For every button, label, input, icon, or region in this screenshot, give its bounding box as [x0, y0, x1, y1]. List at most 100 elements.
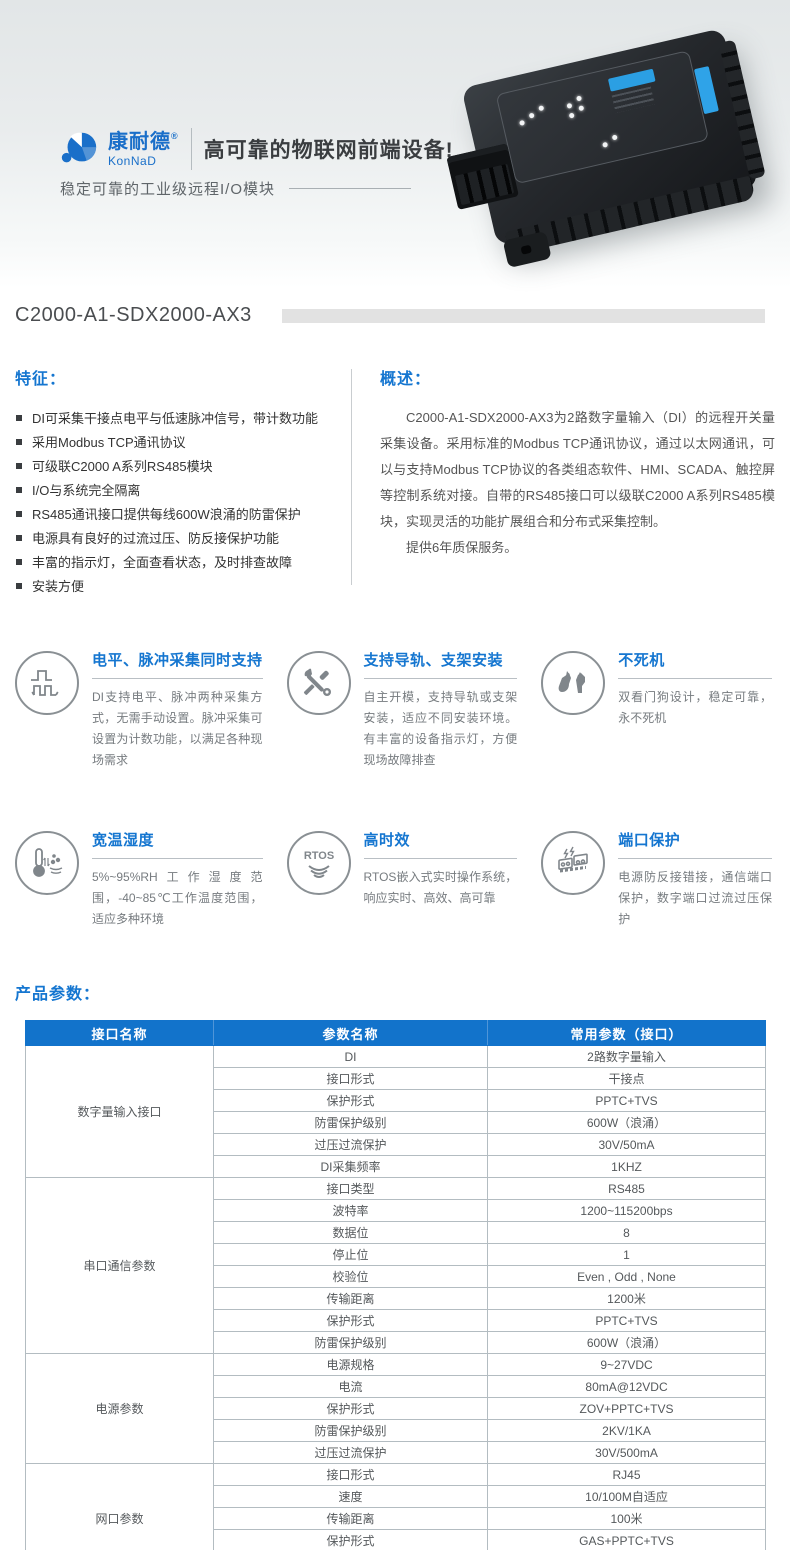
param-name-cell: 传输距离: [213, 1507, 488, 1530]
table-row: 数字量输入接口 DI 2路数字量输入: [25, 1045, 766, 1178]
feature-card-title: 支持导轨、支架安装: [363, 649, 518, 679]
feature-cards-grid: 电平、脉冲采集同时支持 DI支持电平、脉冲两种采集方式，无需手动设置。脉冲采集可…: [15, 649, 772, 930]
overview-column: 概述： C2000-A1-SDX2000-AX3为2路数字量输入（DI）的远程开…: [352, 365, 775, 599]
param-value-cell: GAS+PPTC+TVS: [487, 1529, 766, 1550]
header-interface-name: 接口名称: [25, 1020, 214, 1046]
brand-divider: [190, 128, 192, 170]
table-row: 波特率 1200~115200bps: [26, 1199, 766, 1222]
param-name-cell: 接口形式: [213, 1463, 488, 1486]
subtitle-rule: [289, 188, 412, 189]
table-row: 过压过流保护 30V/50mA: [26, 1133, 766, 1156]
feature-list-item: 电源具有良好的过流过压、防反接保护功能: [15, 527, 341, 550]
brand-header: 康耐德® KonNaD 高可靠的物联网前端设备!: [58, 128, 454, 170]
param-name-cell: 防雷保护级别: [213, 1331, 488, 1354]
feature-card-body: 宽温湿度 5%~95%RH工作湿度范围，-40~85℃工作温度范围，适应多种环境: [92, 829, 263, 930]
feature-list-item: 安装方便: [15, 575, 341, 598]
feature-list-item: RS485通讯接口提供每线600W浪涌的防雷保护: [15, 503, 341, 526]
param-value-cell: 2路数字量输入: [487, 1045, 766, 1068]
feature-card-desc: 自主开模，支持导轨或支架安装，适应不同安装环境。有丰富的设备指示灯，方便现场故障…: [363, 690, 518, 767]
title-accent-bar: [281, 308, 765, 323]
feature-card-title: 电平、脉冲采集同时支持: [92, 649, 263, 679]
param-value-cell: 10/100M自适应: [487, 1485, 766, 1508]
param-value-cell: 1200米: [487, 1287, 766, 1310]
params-table-body: 数字量输入接口 DI 2路数字量输入 接口形式 干接点 保护形式 PPTC+TVS 防雷保护级…: [25, 1045, 766, 1550]
feature-card-desc: RTOS嵌入式实时操作系统，响应实时、高效、高可靠: [363, 870, 518, 905]
rtos-icon: RTOS: [286, 831, 351, 895]
feature-list-item: 丰富的指示灯，全面查看状态，及时排查故障: [15, 551, 341, 574]
tools-icon: [286, 651, 351, 715]
param-name-cell: 保护形式: [213, 1309, 488, 1332]
overview-paragraph: 提供6年质保服务。: [406, 540, 518, 555]
params-table: 接口名称 参数名称 常用参数（接口） 数字量输入接口 DI 2路数字量输入 接口形式干…: [25, 1020, 766, 1550]
table-row: 接口形式 干接点: [26, 1067, 766, 1090]
feature-card-title: 不死机: [618, 649, 772, 679]
param-value-cell: RJ45: [487, 1463, 766, 1486]
param-name-cell: 防雷保护级别: [213, 1419, 488, 1442]
table-row: 数据位 8: [26, 1221, 766, 1244]
feature-list-item: I/O与系统完全隔离: [15, 479, 341, 502]
brand-name-cn: 康耐德®: [108, 130, 179, 153]
svg-text:RTOS: RTOS: [303, 850, 333, 862]
watchdog-dogs-icon: [541, 651, 606, 715]
device-side-ribs: [718, 39, 766, 180]
param-value-cell: 1200~115200bps: [487, 1199, 766, 1222]
table-row: 保护形式 PPTC+TVS: [26, 1089, 766, 1112]
param-value-cell: Even , Odd , None: [487, 1265, 766, 1288]
feature-card-body: 支持导轨、支架安装 自主开模，支持导轨或支架安装，适应不同安装环境。有丰富的设备…: [363, 649, 518, 771]
table-row: 传输距离 100米: [26, 1507, 766, 1530]
feature-card: 电平、脉冲采集同时支持 DI支持电平、脉冲两种采集方式，无需手动设置。脉冲采集可…: [15, 649, 263, 771]
interface-group-cell: 电源参数: [25, 1353, 214, 1464]
banner-subtitle-row: 稳定可靠的工业级远程I/O模块: [60, 178, 412, 199]
feature-list-item: 采用Modbus TCP通讯协议: [15, 431, 341, 454]
param-value-cell: 600W（浪涌）: [487, 1331, 766, 1354]
interface-group-cell: 数字量输入接口: [25, 1045, 214, 1178]
feature-card: 支持导轨、支架安装 自主开模，支持导轨或支架安装，适应不同安装环境。有丰富的设备…: [286, 649, 518, 771]
param-value-cell: 30V/50mA: [487, 1133, 766, 1156]
led-indicator: [566, 102, 573, 109]
feature-card-body: 端口保护 电源防反接错接，通信端口保护，数字端口过流过压保护: [618, 829, 772, 930]
feature-card-desc: DI支持电平、脉冲两种采集方式，无需手动设置。脉冲采集可设置为计数功能，以满足各…: [92, 690, 263, 767]
param-value-cell: 80mA@12VDC: [487, 1375, 766, 1398]
interface-group-cell: 串口通信参数: [25, 1177, 214, 1354]
param-value-cell: 30V/500mA: [487, 1441, 766, 1464]
banner-subtitle: 稳定可靠的工业级远程I/O模块: [60, 181, 276, 198]
table-row: 传输距离 1200米: [26, 1287, 766, 1310]
param-name-cell: 停止位: [213, 1243, 488, 1266]
device-label: [495, 50, 710, 185]
table-row: 防雷保护级别 600W（浪涌）: [26, 1331, 766, 1354]
param-name-cell: 速度: [213, 1485, 488, 1508]
param-value-cell: PPTC+TVS: [487, 1309, 766, 1332]
top-banner: 康耐德® KonNaD 高可靠的物联网前端设备! 稳定可靠的工业级远程I/O模块: [0, 0, 790, 288]
feature-list-item: 可级联C2000 A系列RS485模块: [15, 455, 341, 478]
param-name-cell: 保护形式: [213, 1397, 488, 1420]
terminal-port-icon: [541, 831, 606, 895]
features-heading: 特征：: [15, 371, 67, 388]
param-name-cell: 接口类型: [213, 1177, 488, 1200]
device-label-text-lines: [611, 86, 655, 114]
model-title-row: C2000-A1-SDX2000-AX3: [15, 304, 765, 327]
feature-card: 不死机 双看门狗设计，稳定可靠，永不死机: [541, 649, 772, 771]
param-value-cell: 干接点: [487, 1067, 766, 1090]
feature-card-body: 电平、脉冲采集同时支持 DI支持电平、脉冲两种采集方式，无需手动设置。脉冲采集可…: [92, 649, 263, 771]
param-name-cell: 过压过流保护: [213, 1441, 488, 1464]
param-value-cell: 100米: [487, 1507, 766, 1530]
led-indicator: [538, 105, 545, 112]
param-name-cell: DI: [213, 1045, 488, 1068]
params-table-header-row: 接口名称 参数名称 常用参数（接口）: [25, 1020, 766, 1046]
param-name-cell: 保护形式: [213, 1089, 488, 1112]
param-value-cell: 600W（浪涌）: [487, 1111, 766, 1134]
feature-card: 宽温湿度 5%~95%RH工作湿度范围，-40~85℃工作温度范围，适应多种环境: [15, 829, 263, 930]
param-value-cell: 1: [487, 1243, 766, 1266]
param-value-cell: RS485: [487, 1177, 766, 1200]
param-name-cell: 波特率: [213, 1199, 488, 1222]
table-row: 防雷保护级别 600W（浪涌）: [26, 1111, 766, 1134]
feature-card-title: 高时效: [363, 829, 518, 859]
table-row: DI采集频率 1KHZ: [26, 1155, 766, 1178]
feature-card-desc: 电源防反接错接，通信端口保护，数字端口过流过压保护: [618, 870, 772, 926]
feature-list-item: DI可采集干接点电平与低速脉冲信号，带计数功能: [15, 407, 341, 430]
param-value-cell: 1KHZ: [487, 1155, 766, 1178]
param-value-cell: ZOV+PPTC+TVS: [487, 1397, 766, 1420]
feature-card: 端口保护 电源防反接错接，通信端口保护，数字端口过流过压保护: [541, 829, 772, 930]
param-value-cell: 8: [487, 1221, 766, 1244]
table-row: 停止位 1: [26, 1243, 766, 1266]
